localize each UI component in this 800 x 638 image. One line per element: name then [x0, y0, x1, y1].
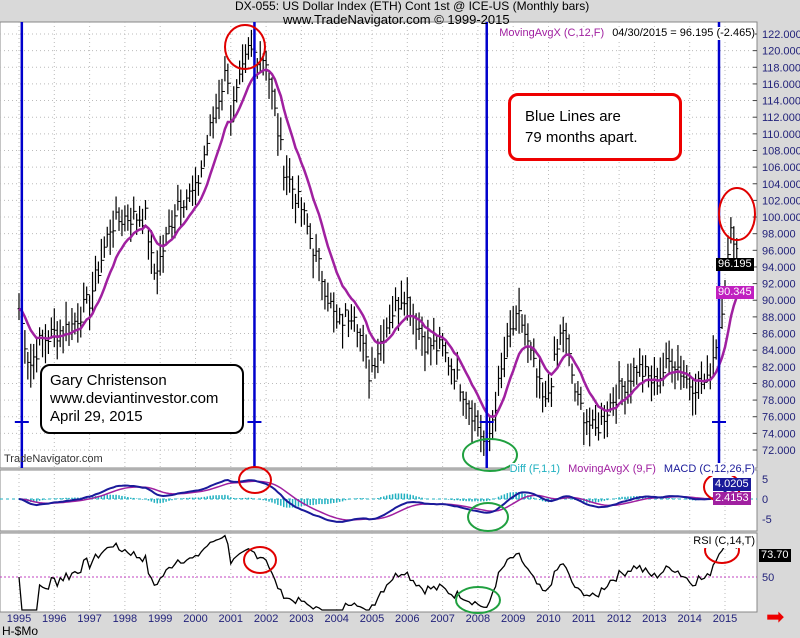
y-tick-label: 102.000 — [762, 195, 800, 207]
symbol-label: H-$Mo — [2, 624, 39, 638]
y-tick-label: 118.000 — [762, 62, 800, 74]
note-line: Blue Lines are — [525, 108, 621, 125]
macd-value: 4.0205 — [713, 478, 751, 491]
watermark: TradeNavigator.com — [4, 453, 103, 465]
author-date: April 29, 2015 — [50, 408, 143, 425]
x-tick-label: 2003 — [289, 613, 313, 625]
author-box: Gary Christenson www.deviantinvestor.com… — [40, 364, 244, 434]
author-site: www.deviantinvestor.com — [50, 390, 219, 407]
x-tick-label: 1997 — [77, 613, 101, 625]
y-tick-label: 90.000 — [762, 295, 796, 307]
y-tick-label: 74.000 — [762, 428, 796, 440]
signal-legend: MovingAvgX (9,F) — [568, 463, 656, 475]
ma-legend: MovingAvgX (C,12,F) — [499, 27, 605, 39]
green-highlight-circle — [462, 438, 518, 472]
y-tick-label: 100.000 — [762, 212, 800, 224]
red-highlight-circle — [243, 546, 277, 574]
y-tick-label: 88.000 — [762, 312, 796, 324]
y-tick-label: 96.000 — [762, 245, 796, 257]
y-tick-label: 116.000 — [762, 79, 800, 91]
green-highlight-circle — [455, 586, 501, 614]
y-tick-label: 72.000 — [762, 445, 796, 457]
y-tick-label: 94.000 — [762, 262, 796, 274]
signal-value: 2.4153 — [713, 492, 751, 505]
x-tick-label: 2001 — [219, 613, 243, 625]
moving-average-line — [18, 68, 738, 419]
red-highlight-circle — [238, 466, 272, 494]
x-tick-label: 2012 — [607, 613, 631, 625]
x-tick-label: 1996 — [42, 613, 66, 625]
y-tick-label: 106.000 — [762, 162, 800, 174]
x-tick-label: 2015 — [713, 613, 737, 625]
main-legend: MovingAvgX (C,12,F) 04/30/2015 = 96.195 … — [499, 27, 755, 40]
macd-tick-label: -5 — [762, 514, 772, 526]
x-tick-label: 1995 — [7, 613, 31, 625]
scroll-right-arrow-icon[interactable]: ➡ — [766, 604, 785, 629]
macd-tick-label: 0 — [762, 494, 768, 506]
macd-tick-label: 5 — [762, 474, 768, 486]
rsi-value: 73.70 — [759, 549, 791, 562]
rsi-panel — [0, 532, 758, 613]
y-tick-label: 114.000 — [762, 96, 800, 108]
y-tick-label: 120.000 — [762, 46, 800, 58]
x-tick-label: 2007 — [430, 613, 454, 625]
x-tick-label: 2005 — [360, 613, 384, 625]
y-tick-label: 112.000 — [762, 112, 800, 124]
x-tick-label: 2004 — [324, 613, 348, 625]
blue-lines-note: Blue Lines are 79 months apart. — [508, 93, 682, 161]
y-tick-label: 122.000 — [762, 29, 800, 41]
y-tick-label: 82.000 — [762, 362, 796, 374]
note-line: 79 months apart. — [525, 129, 638, 146]
last-close-label: 96.195 — [716, 258, 754, 271]
chart-title: DX-055: US Dollar Index (ETH) Cont 1st @… — [235, 0, 590, 13]
y-tick-label: 92.000 — [762, 279, 796, 291]
x-tick-label: 2000 — [183, 613, 207, 625]
macd-line — [18, 478, 738, 523]
macd-panel — [0, 469, 758, 532]
x-tick-label: 1998 — [113, 613, 137, 625]
rsi-legend: RSI (C,14,T) — [693, 535, 755, 547]
y-tick-label: 98.000 — [762, 229, 796, 241]
rsi-line — [18, 534, 738, 611]
copyright: www.TradeNavigator.com © 1999-2015 — [283, 12, 510, 27]
x-tick-label: 2013 — [642, 613, 666, 625]
y-tick-label: 86.000 — [762, 329, 796, 341]
x-tick-label: 2014 — [677, 613, 701, 625]
green-highlight-circle — [467, 502, 509, 532]
last-ma-label: 90.345 — [716, 286, 754, 299]
y-tick-label: 84.000 — [762, 345, 796, 357]
x-tick-label: 2006 — [395, 613, 419, 625]
y-tick-label: 104.000 — [762, 179, 800, 191]
price-readout: 04/30/2015 = 96.195 (-2.465) — [612, 27, 755, 39]
red-highlight-circle — [224, 24, 266, 70]
rsi-tick-label: 50 — [762, 572, 774, 584]
y-tick-label: 80.000 — [762, 378, 796, 390]
author-name: Gary Christenson — [50, 372, 167, 389]
y-tick-label: 78.000 — [762, 395, 796, 407]
x-tick-label: 2010 — [536, 613, 560, 625]
x-tick-label: 2009 — [501, 613, 525, 625]
diff-legend: Diff (F,1,1) — [509, 463, 561, 475]
y-tick-label: 108.000 — [762, 145, 800, 157]
x-tick-label: 2002 — [254, 613, 278, 625]
x-tick-label: 2008 — [466, 613, 490, 625]
rsi-legend-row: RSI (C,14,T) — [693, 535, 755, 548]
macd-legend-row: Diff (F,1,1) MovingAvgX (9,F) MACD (C,12… — [509, 463, 755, 476]
macd-legend: MACD (C,12,26,F) — [663, 463, 755, 475]
x-tick-label: 2011 — [572, 613, 596, 625]
y-tick-label: 76.000 — [762, 412, 796, 424]
red-highlight-circle — [718, 187, 756, 241]
x-tick-label: 1999 — [148, 613, 172, 625]
y-tick-label: 110.000 — [762, 129, 800, 141]
